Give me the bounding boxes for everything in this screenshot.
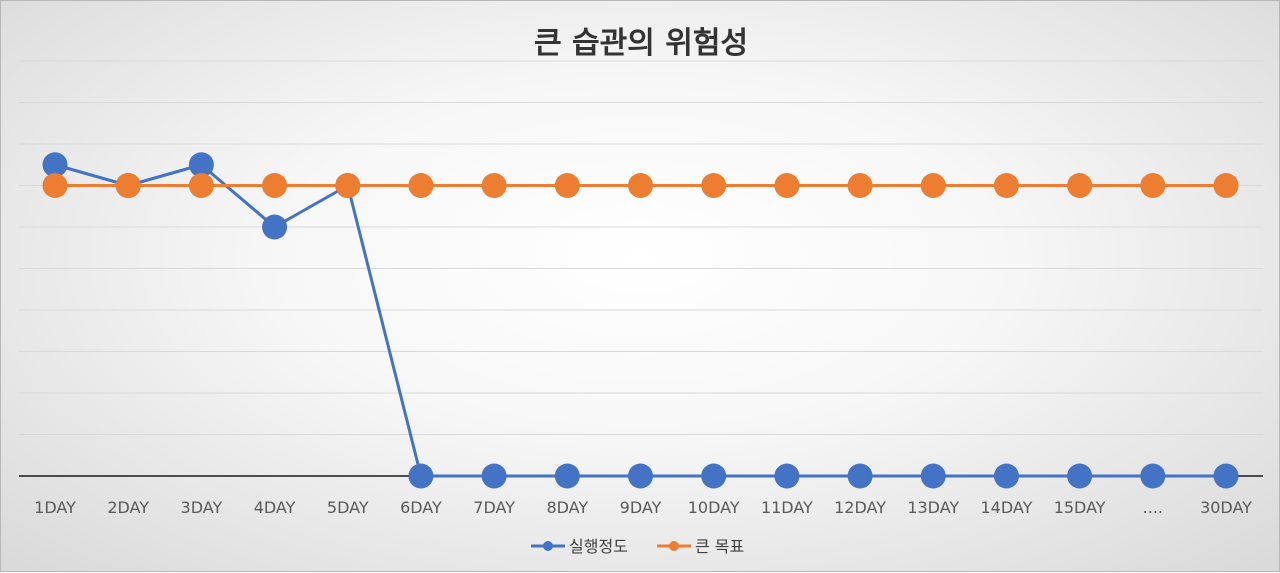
data-point: [262, 173, 288, 198]
data-point: [1213, 173, 1239, 198]
series-execution: [42, 152, 1239, 489]
data-point: [408, 173, 434, 198]
legend-item: 큰 목표: [657, 537, 744, 556]
x-tick-label: 15DAY: [1054, 498, 1106, 517]
legend-swatch-marker: [669, 541, 679, 551]
data-point: [701, 173, 727, 198]
data-point: [920, 173, 946, 198]
x-tick-label: 9DAY: [620, 498, 662, 517]
data-point: [1140, 463, 1166, 489]
data-point: [628, 463, 653, 489]
legend-label: 실행정도: [569, 537, 628, 556]
data-point: [920, 463, 946, 489]
x-tick-label: 3DAY: [181, 498, 223, 517]
x-tick-label: 4DAY: [254, 498, 296, 517]
x-tick-label: 6DAY: [400, 498, 442, 517]
series-layer: [42, 152, 1239, 489]
x-tick-label: 11DAY: [761, 498, 813, 517]
data-point: [774, 173, 800, 198]
x-tick-label: 8DAY: [546, 498, 588, 517]
data-point: [335, 173, 361, 198]
data-point: [1067, 173, 1093, 198]
x-tick-label: 14DAY: [981, 498, 1033, 517]
chart-title: 큰 습관의 위험성: [534, 26, 748, 61]
data-point: [847, 173, 873, 198]
data-point: [115, 173, 141, 198]
series-goal: [42, 173, 1239, 198]
x-tick-label: 10DAY: [688, 498, 740, 517]
x-tick-label: 30DAY: [1200, 498, 1252, 517]
data-point: [554, 173, 580, 198]
data-point: [993, 463, 1019, 489]
data-point: [628, 173, 653, 198]
data-point: [993, 173, 1019, 198]
x-tick-label: 5DAY: [327, 498, 369, 517]
data-point: [481, 463, 507, 489]
series-line: [54, 163, 1226, 478]
data-point: [774, 463, 800, 489]
data-point: [1213, 463, 1239, 489]
data-point: [1067, 463, 1093, 489]
gridlines: [19, 60, 1263, 477]
data-point: [42, 173, 68, 198]
legend: 실행정도 큰 목표: [531, 537, 744, 556]
x-tick-label: 7DAY: [473, 498, 515, 517]
x-tick-label: 12DAY: [834, 498, 886, 517]
data-point: [481, 173, 507, 198]
x-axis-ticks: 1DAY 2DAY 3DAY 4DAY 5DAY 6DAY 7DAY 8DAY 9DAY 10DA…: [34, 498, 1252, 517]
data-point: [701, 463, 727, 489]
data-point: [554, 463, 580, 489]
data-point: [408, 463, 434, 489]
data-point: [262, 214, 288, 240]
x-tick-label: 13DAY: [907, 498, 959, 517]
x-tick-label: 2DAY: [107, 498, 149, 517]
data-point: [847, 463, 873, 489]
x-tick-label: 1DAY: [34, 498, 76, 517]
legend-label: 큰 목표: [695, 537, 744, 556]
x-tick-label: ....: [1143, 498, 1163, 517]
data-point: [1140, 173, 1166, 198]
data-point: [188, 173, 214, 198]
data-point: [188, 152, 214, 178]
data-point: [42, 152, 68, 178]
legend-item: 실행정도: [531, 537, 628, 556]
legend-swatch-marker: [543, 541, 553, 551]
